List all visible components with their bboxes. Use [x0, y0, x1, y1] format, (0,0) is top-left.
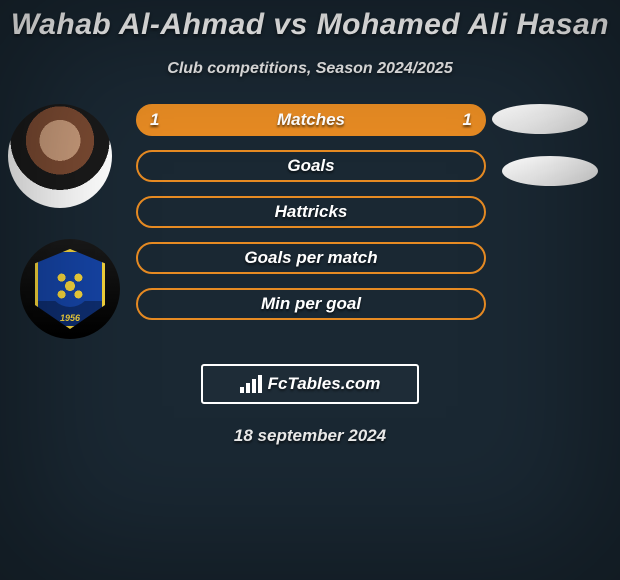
bar-chart-icon	[240, 375, 262, 393]
comparison-area: 1956 Matches1 1 Goals Hattricks Goals per ma…	[0, 104, 620, 364]
stat-bar-label: Matches	[136, 104, 486, 136]
player2-photo	[492, 104, 588, 134]
player1-photo	[8, 104, 112, 208]
club-badge-icon: 1956	[35, 249, 105, 329]
brand-watermark: FcTables.com	[201, 364, 419, 404]
stat-bars: Matches1 1 Goals Hattricks Goals per match Mi…	[136, 104, 486, 334]
player2-club-logo	[502, 156, 598, 186]
page-title: Wahab Al-Ahmad vs Mohamed Ali Hasan	[0, 0, 620, 44]
stat-bar-label: Goals	[136, 150, 486, 182]
stat-bar-label: Goals per match	[136, 242, 486, 274]
snapshot-date: 18 september 2024	[0, 426, 620, 446]
brand-text: FcTables.com	[268, 374, 381, 394]
stat-bar: Matches1 1	[136, 104, 486, 136]
stat-bar-label: Min per goal	[136, 288, 486, 320]
club-badge-year: 1956	[35, 313, 105, 323]
stat-bar-value-left: 1	[150, 104, 159, 136]
player1-club-logo: 1956	[20, 239, 120, 339]
stat-bar-value-right: 1	[463, 104, 472, 136]
stat-bar: Goals	[136, 150, 486, 182]
page-subtitle: Club competitions, Season 2024/2025	[0, 60, 620, 78]
stat-bar-label: Hattricks	[136, 196, 486, 228]
stat-bar: Hattricks	[136, 196, 486, 228]
stat-bar: Goals per match	[136, 242, 486, 274]
stat-bar: Min per goal	[136, 288, 486, 320]
